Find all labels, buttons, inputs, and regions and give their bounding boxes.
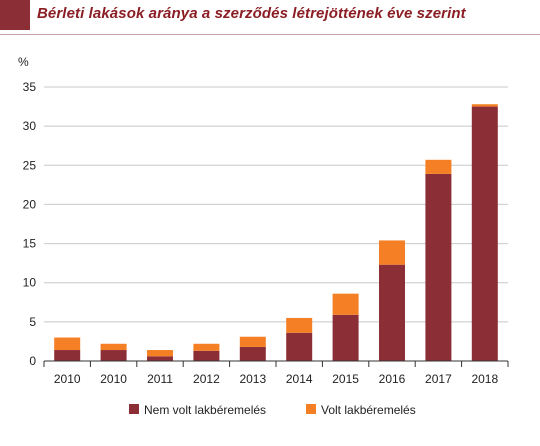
x-tick-label: 2012 [193, 372, 220, 386]
bar-segment-no-increase [100, 350, 127, 361]
x-tick-label: 2017 [425, 372, 452, 386]
x-tick-label: 2015 [332, 372, 359, 386]
bar-segment-increase [332, 293, 359, 315]
bar-segment-no-increase [193, 350, 220, 361]
legend-label: Nem volt lakbéremelés [144, 403, 266, 417]
y-axis-label: % [18, 55, 29, 69]
chart-title-bar: Bérleti lakások aránya a szerződés létre… [0, 0, 540, 36]
x-tick-label: 2010 [100, 372, 127, 386]
bar-segment-no-increase [239, 346, 266, 361]
x-tick-label: 2011 [147, 372, 173, 386]
x-tick-label: 2010 [54, 372, 81, 386]
bar-segment-increase [379, 240, 405, 265]
bar-segment-increase [193, 343, 220, 351]
bar-segment-increase [471, 104, 498, 107]
legend-label: Volt lakbéremelés [321, 403, 416, 417]
bar-segment-no-increase [425, 173, 452, 361]
y-tick-label: 10 [23, 276, 37, 290]
x-tick-label: 2014 [286, 372, 313, 386]
y-tick-label: 20 [23, 197, 37, 211]
bar-segment-increase [239, 336, 266, 347]
y-tick-label: 35 [23, 80, 37, 94]
x-tick-label: 2018 [471, 372, 498, 386]
y-tick-label: 0 [29, 354, 36, 368]
title-divider [0, 34, 540, 35]
bar-segment-no-increase [332, 314, 359, 361]
y-tick-label: 15 [23, 237, 37, 251]
bar-segment-increase [100, 343, 127, 351]
bar-segment-no-increase [147, 356, 173, 361]
y-tick-label: 5 [29, 315, 36, 329]
x-tick-label: 2016 [379, 372, 406, 386]
legend-swatch [306, 404, 316, 414]
bar-segment-increase [286, 317, 313, 333]
bar-segment-no-increase [379, 264, 405, 361]
bar-segment-no-increase [286, 332, 313, 361]
bar-segment-increase [425, 159, 452, 174]
y-tick-label: 30 [23, 119, 37, 133]
legend-swatch [129, 404, 139, 414]
chart-title: Bérleti lakások aránya a szerződés létre… [37, 5, 466, 22]
x-tick-label: 2013 [239, 372, 266, 386]
y-tick-label: 25 [23, 158, 37, 172]
title-accent-swatch [0, 0, 30, 30]
bar-segment-no-increase [471, 106, 498, 361]
bar-segment-no-increase [54, 350, 81, 361]
bar-segment-increase [147, 350, 173, 357]
bar-segment-increase [54, 337, 81, 351]
